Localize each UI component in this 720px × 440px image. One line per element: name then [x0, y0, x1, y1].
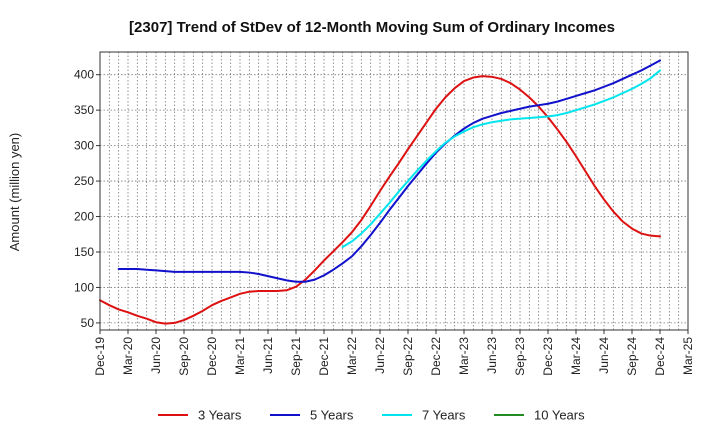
x-tick-label: Mar-20	[121, 337, 135, 375]
x-tick-label: Dec-23	[541, 337, 555, 376]
series-line-5-years	[117, 59, 661, 283]
plot-frame	[99, 51, 689, 331]
x-tick-label: Dec-22	[429, 337, 443, 376]
x-tick-label: Mar-22	[345, 337, 359, 375]
y-tick-label: 150	[74, 245, 94, 259]
x-tick-label: Mar-24	[569, 337, 583, 375]
plot-background	[100, 52, 688, 330]
x-tick-label: Sep-24	[625, 337, 639, 376]
chart-title: [2307] Trend of StDev of 12-Month Moving…	[129, 19, 615, 36]
series-lines	[99, 59, 661, 325]
x-tick-label: Dec-20	[205, 337, 219, 376]
plot-border	[99, 51, 689, 331]
legend-label-7-years: 7 Years	[422, 408, 466, 423]
x-tick-label: Sep-23	[513, 337, 527, 376]
y-axis-label: Amount (million yen)	[7, 133, 22, 252]
legend-label-5-years: 5 Years	[310, 408, 354, 423]
x-tick-label: Sep-21	[289, 337, 303, 376]
x-tick-label: Sep-20	[177, 337, 191, 376]
x-tick-label: Mar-23	[457, 337, 471, 375]
plot-area	[100, 52, 688, 330]
x-tick-label: Jun-22	[373, 337, 387, 374]
y-tick-label: 100	[74, 280, 94, 294]
x-tick-label: Mar-21	[233, 337, 247, 375]
y-tick-label: 350	[74, 103, 94, 117]
legend-label-3-years: 3 Years	[198, 408, 242, 423]
x-axis-ticks: Dec-19 Mar-20 Jun-20 Sep-20 Dec-20 Mar-21 Jun-…	[93, 330, 695, 376]
x-tick-label: Jun-20	[149, 337, 163, 374]
y-tick-label: 300	[74, 139, 94, 153]
x-tick-label: Jun-21	[261, 337, 275, 374]
y-tick-label: 200	[74, 210, 94, 224]
x-tick-label: Jun-24	[597, 337, 611, 374]
y-tick-label: 400	[74, 68, 94, 82]
x-tick-label: Sep-22	[401, 337, 415, 376]
y-tick-label: 50	[81, 316, 95, 330]
x-tick-label: Dec-19	[93, 337, 107, 376]
x-tick-label: Dec-24	[653, 337, 667, 376]
x-tick-label: Dec-21	[317, 337, 331, 376]
y-axis-ticks: 50 100 150 200 250 300 350 400	[74, 68, 100, 330]
series-line-3-years	[99, 75, 661, 325]
legend: 3 Years 5 Years 7 Years 10 Years	[158, 408, 585, 423]
series-line-7-years	[341, 69, 661, 249]
x-tick-label: Mar-25	[681, 337, 695, 375]
y-tick-label: 250	[74, 174, 94, 188]
legend-label-10-years: 10 Years	[534, 408, 585, 423]
x-tick-label: Jun-23	[485, 337, 499, 374]
